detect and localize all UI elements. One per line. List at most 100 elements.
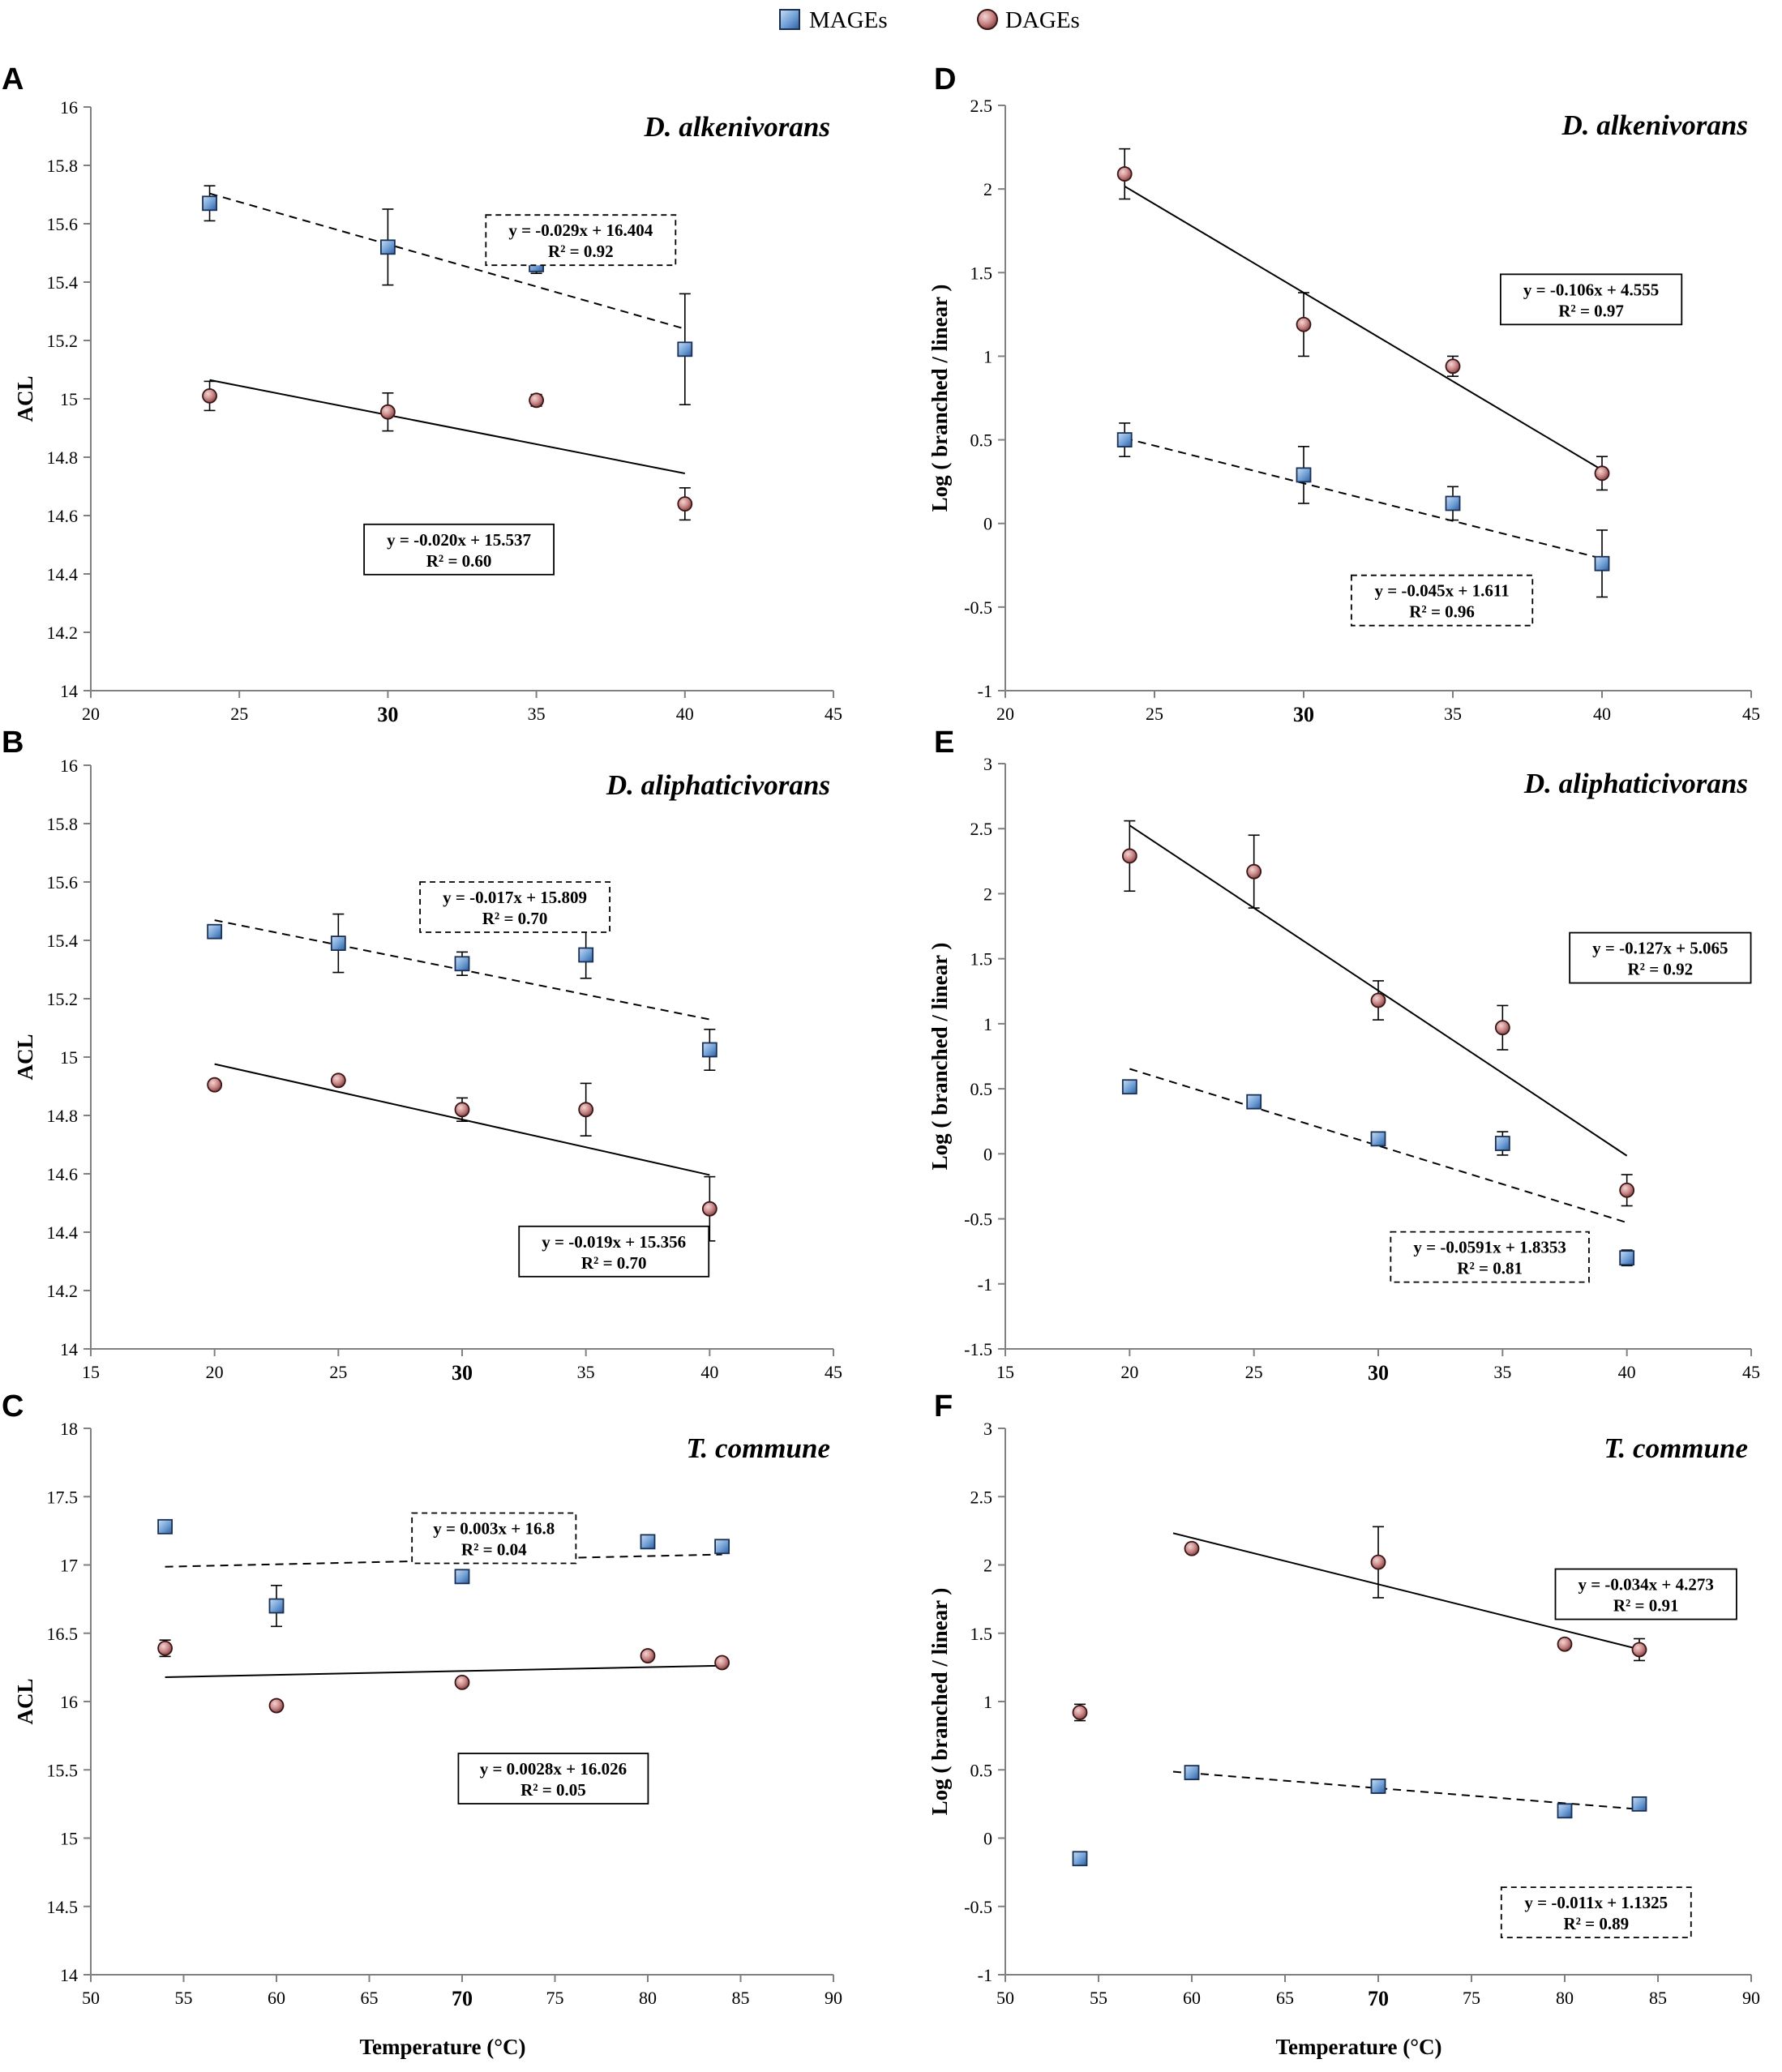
dages-data-point <box>268 1697 285 1714</box>
y-tick-label: 1 <box>983 1014 992 1034</box>
mages-equation-box <box>485 214 677 267</box>
y-tick-label: 14 <box>60 1339 78 1359</box>
y-tick-label: 15.5 <box>47 1760 79 1780</box>
mages-data-point <box>701 1042 718 1058</box>
mages-data-point <box>714 1539 730 1555</box>
panel-letter: D <box>934 62 956 96</box>
mages-equation-text: y = -0.0591x + 1.8353 <box>1413 1238 1566 1257</box>
y-tick-label: 15.4 <box>47 931 79 951</box>
y-tick-label: -1.5 <box>964 1339 992 1359</box>
dages-data-point <box>1619 1182 1635 1198</box>
y-tick-label: 14.5 <box>47 1897 79 1917</box>
y-tick-label: -1 <box>978 1965 992 1985</box>
dages-r2-text: R² = 0.60 <box>426 551 492 571</box>
mages-data-point <box>640 1534 656 1550</box>
dages-data-point <box>157 1640 173 1656</box>
dages-data-point <box>1557 1636 1573 1652</box>
panel-letter: C <box>2 1389 24 1423</box>
dages-data-point <box>1370 992 1386 1008</box>
y-tick-label: 14 <box>60 681 78 701</box>
mages-equation-box <box>419 881 610 933</box>
x-axis-title: Temperature (°C) <box>1275 2035 1441 2059</box>
dages-data-point <box>207 1077 223 1093</box>
y-tick-label: 0.5 <box>970 1079 993 1099</box>
chart-panel-b: 14 14.2 14.4 14.6 14.8 15 15.2 15.4 15.6 15.8 16 15… <box>2 726 842 1385</box>
mages-data-point <box>1445 495 1461 512</box>
dages-data-point <box>529 392 544 409</box>
x-axis-title: Temperature (°C) <box>359 2035 525 2059</box>
y-tick-label: 15 <box>60 1047 78 1068</box>
mages-r2-text: R² = 0.70 <box>482 909 548 928</box>
x-tick-label: 30 <box>1293 703 1314 726</box>
y-tick-label: 14.8 <box>47 447 79 468</box>
y-tick-label: 1.5 <box>970 263 993 283</box>
x-tick-label: 50 <box>996 1988 1014 2008</box>
y-axis-title: Log ( branched / linear ) <box>927 1588 952 1816</box>
x-tick-label: 75 <box>546 1988 564 2008</box>
mages-data-point <box>1370 1779 1386 1794</box>
y-tick-label: 1.5 <box>970 1624 993 1644</box>
dages-equation-box <box>457 1753 649 1804</box>
dages-data-point <box>454 1675 470 1690</box>
y-tick-label: 15.8 <box>47 814 79 834</box>
x-tick-label: 70 <box>452 1987 473 2010</box>
mages-r2-text: R² = 0.89 <box>1563 1914 1629 1933</box>
mages-data-point <box>202 195 217 212</box>
x-tick-label: 45 <box>1742 704 1760 724</box>
dages-equation-text: y = -0.127x + 5.065 <box>1592 939 1728 958</box>
mages-data-point <box>1557 1803 1573 1819</box>
dages-equation-text: y = -0.034x + 4.273 <box>1578 1575 1713 1595</box>
x-tick-label: 65 <box>1276 1988 1294 2008</box>
legend-dages-label: DAGEs <box>1005 7 1080 33</box>
y-tick-label: 15.2 <box>47 331 79 351</box>
dages-data-point <box>1594 465 1610 482</box>
y-tick-label: 14.4 <box>47 1222 79 1243</box>
mages-data-point <box>1296 467 1312 483</box>
mages-data-point <box>1370 1131 1386 1147</box>
x-tick-label: 90 <box>825 1988 842 2008</box>
dages-r2-text: R² = 0.97 <box>1558 301 1624 320</box>
x-tick-label: 15 <box>82 1362 100 1382</box>
dages-data-point <box>1246 863 1262 880</box>
panel-letter: B <box>2 726 24 760</box>
species-title: D. alkenivorans <box>1561 109 1748 141</box>
mages-equation-box <box>411 1512 577 1565</box>
x-tick-label: 55 <box>175 1988 193 2008</box>
chart-panel-f: -1 -0.5 0 0.5 1 1.5 2 2.5 3 50 55 60 65 70 75 80 85 90 Log… <box>927 1389 1760 2059</box>
species-title: T. commune <box>686 1432 830 1464</box>
mages-r2-text: R² = 0.96 <box>1409 602 1475 622</box>
dages-data-point <box>701 1201 718 1217</box>
x-tick-label: 45 <box>825 1362 842 1382</box>
x-tick-label: 45 <box>825 704 842 724</box>
y-tick-label: 1 <box>983 346 992 366</box>
x-tick-label: 50 <box>82 1988 100 2008</box>
x-tick-label: 40 <box>676 704 694 724</box>
x-tick-label: 20 <box>82 704 100 724</box>
dages-data-point <box>1121 848 1137 864</box>
y-tick-label: 3 <box>983 1419 992 1439</box>
dages-data-point <box>379 404 396 420</box>
dages-r2-text: R² = 0.70 <box>581 1253 647 1273</box>
y-tick-label: 17.5 <box>47 1487 79 1507</box>
legend-mages-marker <box>779 9 800 30</box>
y-tick-label: 15.6 <box>47 214 79 234</box>
y-tick-label: 0.5 <box>970 430 993 451</box>
y-tick-label: -0.5 <box>964 597 992 618</box>
dages-equation-box <box>363 523 555 576</box>
y-axis-title: ACL <box>13 1678 37 1724</box>
y-tick-label: 1.5 <box>970 949 993 970</box>
mages-data-point <box>207 923 223 940</box>
y-tick-label: 1 <box>983 1692 992 1712</box>
x-tick-label: 45 <box>1742 1362 1760 1382</box>
x-tick-label: 15 <box>996 1362 1014 1382</box>
mages-r2-text: R² = 0.92 <box>548 242 614 261</box>
y-tick-label: 16 <box>60 1692 78 1712</box>
mages-equation-text: y = -0.045x + 1.611 <box>1374 581 1509 601</box>
y-axis-title: ACL <box>13 375 37 422</box>
x-tick-label: 80 <box>639 1988 657 2008</box>
dages-data-point <box>1184 1540 1200 1556</box>
x-tick-label: 25 <box>1146 704 1163 724</box>
x-tick-label: 60 <box>1183 1988 1201 2008</box>
y-tick-label: 14 <box>60 1965 78 1985</box>
